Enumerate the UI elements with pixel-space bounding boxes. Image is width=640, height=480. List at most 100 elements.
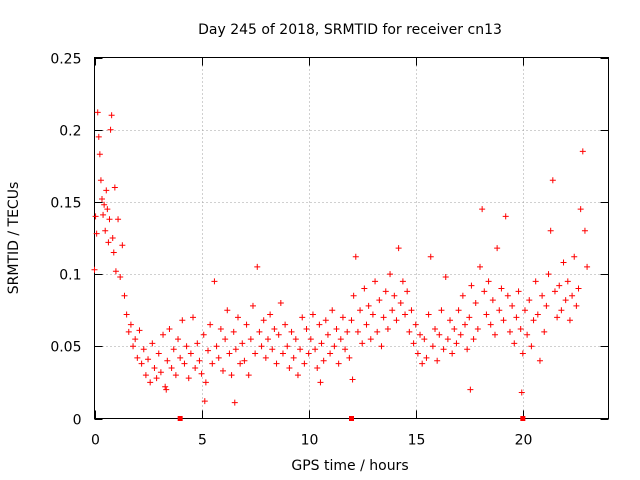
data-point — [121, 292, 128, 299]
data-point — [222, 336, 229, 343]
data-point — [391, 292, 398, 299]
data-point — [109, 235, 116, 241]
data-point — [577, 206, 584, 213]
data-point — [581, 227, 588, 234]
data-point — [333, 325, 340, 332]
data-point — [217, 325, 224, 332]
data-point — [532, 278, 539, 285]
data-point — [573, 302, 580, 309]
data-point — [102, 227, 109, 234]
data-point — [466, 314, 473, 321]
data-point — [369, 311, 376, 318]
data-point — [286, 364, 293, 371]
data-point — [243, 321, 250, 328]
data-point — [519, 350, 526, 357]
data-point — [579, 148, 586, 155]
data-point — [155, 350, 162, 357]
data-point — [104, 206, 111, 213]
data-point — [524, 331, 531, 338]
data-point — [297, 346, 304, 353]
data-point — [153, 375, 160, 382]
axis-marker — [177, 416, 183, 421]
data-point — [556, 282, 563, 289]
data-point — [528, 343, 535, 350]
data-point — [96, 151, 103, 158]
data-point — [449, 350, 456, 357]
data-point — [335, 360, 342, 367]
data-point — [453, 340, 460, 347]
x-tick-label: 15 — [408, 433, 426, 449]
data-point — [192, 364, 199, 371]
data-point — [181, 360, 188, 367]
data-point — [541, 328, 548, 335]
data-point — [317, 379, 324, 386]
data-point — [312, 346, 319, 353]
chart-title: Day 245 of 2018, SRMTID for receiver cn1… — [198, 22, 502, 38]
data-point — [352, 253, 359, 260]
data-point — [271, 325, 278, 332]
data-point — [462, 321, 469, 328]
data-point — [483, 311, 490, 318]
data-point — [455, 307, 462, 314]
data-point — [539, 292, 546, 299]
data-point — [207, 321, 214, 328]
data-point — [105, 239, 112, 246]
data-point — [498, 285, 505, 292]
data-point — [558, 307, 565, 314]
data-point — [359, 340, 366, 347]
data-point — [91, 266, 98, 273]
data-point — [301, 360, 308, 367]
data-point — [425, 311, 432, 318]
y-tick-label: 0 — [73, 413, 82, 429]
data-point — [349, 376, 356, 383]
axis-marker — [349, 416, 354, 421]
data-point — [560, 259, 567, 266]
data-point — [269, 346, 276, 353]
data-point — [387, 271, 394, 278]
data-point — [472, 299, 479, 306]
data-point — [190, 314, 197, 321]
data-point — [284, 343, 291, 350]
data-point — [130, 343, 137, 350]
data-point — [136, 327, 143, 334]
data-point — [513, 314, 520, 321]
data-point — [202, 379, 209, 386]
data-point — [101, 201, 108, 208]
data-point — [177, 354, 184, 361]
axis-markers — [177, 416, 526, 421]
data-point — [419, 360, 426, 367]
data-point — [434, 357, 441, 364]
data-point — [231, 399, 238, 406]
data-point — [504, 292, 511, 299]
data-point — [196, 357, 203, 364]
data-point — [247, 336, 254, 343]
data-point — [442, 273, 449, 280]
data-point — [115, 216, 122, 223]
y-tick-label: 0.05 — [50, 340, 81, 356]
data-point — [365, 302, 372, 309]
data-point — [164, 357, 171, 364]
data-point — [545, 271, 552, 278]
data-point — [316, 321, 323, 328]
data-point — [107, 126, 114, 133]
data-point — [511, 340, 518, 347]
data-point — [201, 398, 208, 405]
data-point — [382, 288, 389, 295]
data-point — [125, 328, 132, 335]
data-point — [363, 321, 370, 328]
data-point — [228, 372, 235, 379]
data-point — [494, 245, 501, 252]
data-point — [566, 317, 573, 324]
data-point — [474, 325, 481, 332]
data-point — [444, 336, 451, 343]
data-point — [534, 311, 541, 318]
data-point — [290, 354, 297, 361]
data-point — [517, 325, 524, 332]
data-point — [282, 321, 289, 328]
data-point — [170, 346, 177, 353]
data-point — [389, 307, 396, 314]
data-point — [106, 216, 113, 223]
data-point — [327, 350, 334, 357]
data-point — [241, 357, 248, 364]
